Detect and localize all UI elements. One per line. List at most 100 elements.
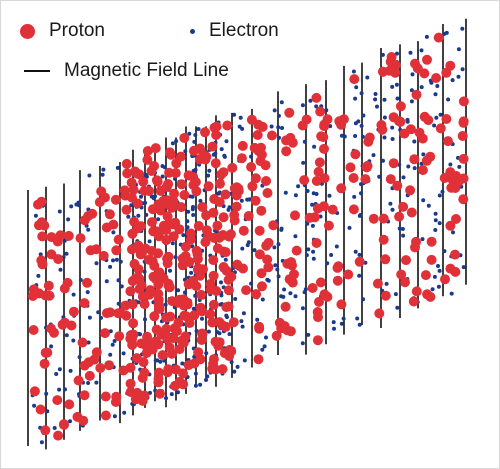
proton-dot [392,180,403,191]
electron-dot [357,273,362,278]
proton-dot [195,354,206,365]
proton-dot [311,238,322,248]
proton-dot [223,285,234,296]
electron-dot [32,403,37,408]
proton-dot [147,217,157,228]
electron-dot [153,194,157,199]
electron-dot [433,211,438,216]
proton-dot [254,249,265,260]
proton-dot [458,194,469,205]
proton-dot [79,390,90,401]
proton-dot [43,280,54,291]
electron-dot [421,198,426,203]
electron-marker-icon [190,28,195,34]
proton-dot [285,132,296,143]
proton-dot [52,236,63,247]
proton-dot [197,202,208,212]
proton-dot [207,141,218,152]
proton-dot [315,106,326,117]
electron-dot [52,426,57,430]
proton-dot [39,220,50,231]
electron-dot [260,297,265,302]
electron-dot [461,265,466,270]
electron-dot [108,264,113,269]
proton-dot [176,179,187,190]
proton-dot [39,358,50,369]
electron-dot [310,223,315,228]
electron-dot [229,360,234,365]
proton-dot [37,231,48,242]
electron-dot [147,239,152,244]
electron-dot [57,367,62,372]
electron-dot [85,290,90,295]
electron-dot [100,172,105,177]
proton-dot [332,275,343,286]
proton-dot [441,114,452,124]
electron-dot [44,391,49,396]
electron-dot [227,332,232,337]
proton-dot [376,120,387,130]
proton-dot [153,377,164,388]
electron-dot [273,263,278,268]
proton-dot [79,360,90,371]
electron-dot [155,358,160,363]
proton-dot [119,185,130,196]
electron-dot [129,203,134,208]
electron-dot [421,152,426,157]
proton-dot [350,149,361,160]
proton-dot [405,124,416,135]
proton-dot [261,240,272,251]
proton-dot [169,188,180,199]
proton-dot [77,337,88,348]
electron-dot [116,301,121,306]
proton-dot [79,298,90,309]
electron-dot [240,246,245,251]
electron-dot [226,207,231,212]
proton-dot [262,254,273,265]
proton-dot [211,130,222,140]
proton-dot [458,116,469,127]
proton-dot [200,154,211,165]
electron-dot [276,274,281,279]
proton-dot [113,308,124,319]
electron-dot [39,440,44,445]
proton-dot [58,419,69,430]
electron-dot [406,164,411,169]
electron-dot [430,287,435,292]
proton-dot [405,185,416,196]
proton-dot [121,204,132,215]
proton-dot [208,354,219,365]
electron-dot [183,149,188,154]
electron-dot [68,368,73,373]
proton-dot [191,245,202,256]
proton-dot [149,311,160,322]
electron-dot [437,268,442,273]
electron-dot [191,168,196,173]
proton-dot [349,74,360,85]
electron-dot [104,279,109,284]
proton-dot [362,160,373,171]
proton-dot [100,410,111,421]
legend-label-proton: Proton [49,20,105,41]
proton-dot [150,143,161,154]
electron-dot [314,192,319,196]
proton-dot [218,167,229,178]
electron-dot [241,311,246,316]
proton-dot [155,388,165,399]
proton-dot [224,344,235,355]
proton-dot [263,262,274,273]
electron-dot [121,351,126,356]
electron-dot [276,242,281,247]
proton-dot [408,296,419,307]
proton-dot [178,337,189,348]
legend-item-field-line: Magnetic Field Line [24,60,229,82]
proton-dot [121,158,132,169]
proton-dot [262,188,273,198]
proton-dot [257,121,268,132]
proton-dot [128,318,139,329]
proton-dot [231,201,242,212]
proton-dot [211,121,222,132]
proton-dot [36,196,47,207]
electron-dot [373,92,378,96]
proton-dot [147,246,157,256]
